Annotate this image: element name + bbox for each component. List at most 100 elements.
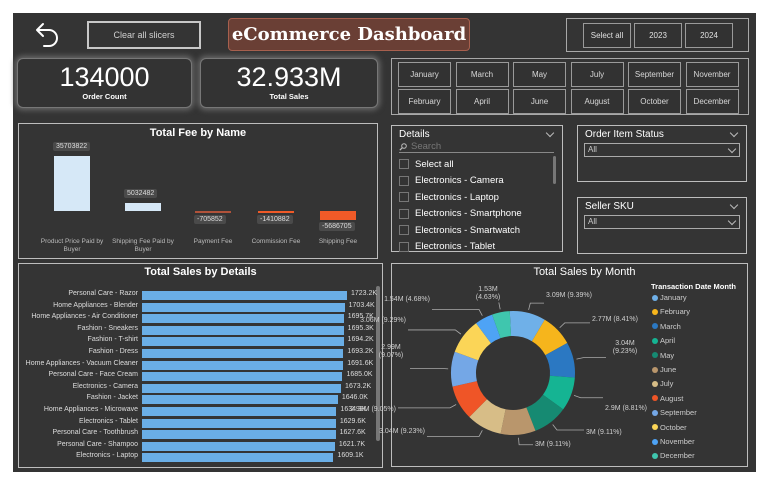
sales-bar[interactable] — [142, 314, 344, 324]
month-button-january[interactable]: January — [398, 62, 451, 87]
y-tick-label: Personal Care - Shampoo — [57, 440, 138, 448]
data-label: 1673.2K — [345, 382, 372, 390]
month-button-march[interactable]: March — [455, 62, 509, 87]
sales-bar[interactable] — [142, 430, 336, 440]
checkbox[interactable] — [399, 159, 409, 169]
donut-slice-april[interactable] — [542, 375, 575, 410]
checkbox[interactable] — [399, 192, 409, 202]
month-button-november[interactable]: November — [685, 62, 739, 87]
data-label: -705852 — [194, 215, 226, 224]
donut-slice-september[interactable] — [451, 351, 479, 387]
donut-slice-february[interactable] — [531, 319, 568, 356]
slicer-title: Seller SKU — [585, 201, 634, 212]
search-placeholder: Search — [411, 141, 442, 152]
legend-item[interactable]: March — [652, 322, 681, 331]
legend-label: February — [660, 307, 691, 317]
checkbox[interactable] — [399, 175, 409, 186]
x-tick-label: Product Price Paid by Buyer — [40, 238, 104, 253]
month-button-december[interactable]: December — [685, 89, 739, 114]
data-label: 5032482 — [124, 189, 158, 199]
sales-bar[interactable] — [142, 383, 342, 393]
month-button-may[interactable]: May — [513, 62, 566, 87]
sales-bar[interactable] — [142, 325, 344, 335]
seller-sku-dropdown[interactable]: All — [584, 215, 740, 229]
sales-bar[interactable] — [142, 302, 345, 312]
month-button-october[interactable]: October — [628, 89, 681, 114]
chart-title: Total Sales by Month — [533, 266, 636, 278]
slicer-list-item[interactable]: Electronics - Smartphone — [399, 206, 522, 222]
sales-bar[interactable] — [142, 453, 334, 463]
checkbox[interactable] — [399, 208, 409, 219]
month-button-august[interactable]: August — [570, 89, 624, 114]
slicer-list-item[interactable]: Select all — [399, 156, 454, 172]
month-button-april[interactable]: April — [455, 89, 509, 114]
order-status-dropdown[interactable]: All — [584, 143, 740, 157]
legend-item[interactable]: July — [652, 379, 673, 388]
x-tick-label: Commission Fee — [251, 238, 301, 245]
search-input[interactable]: Search — [399, 141, 554, 153]
scrollbar[interactable] — [376, 286, 380, 441]
legend-dot-icon — [652, 380, 658, 387]
legend-item[interactable]: January — [652, 293, 687, 302]
fee-bar[interactable] — [258, 211, 294, 214]
year-select-all-button[interactable]: Select all — [583, 23, 631, 48]
donut-slice-july[interactable] — [469, 399, 506, 434]
donut-slice-january[interactable] — [509, 311, 545, 342]
donut-slice-november[interactable] — [476, 314, 501, 344]
donut-slice-october[interactable] — [454, 323, 491, 361]
month-button-february[interactable]: February — [398, 89, 451, 114]
sales-bar[interactable] — [142, 441, 335, 451]
sales-bar[interactable] — [142, 395, 338, 405]
legend-item[interactable]: May — [652, 351, 674, 360]
leader-line — [398, 404, 457, 409]
donut-slice-december[interactable] — [492, 311, 512, 339]
sales-bar[interactable] — [142, 372, 343, 382]
slicer-list-item[interactable]: Electronics - Camera — [399, 173, 504, 189]
back-button[interactable] — [31, 21, 63, 53]
data-label: 1621.7K — [338, 440, 366, 448]
fee-bar[interactable] — [195, 211, 231, 213]
legend-dot-icon — [652, 308, 658, 315]
donut-slice-may[interactable] — [526, 394, 564, 431]
fee-bar[interactable] — [125, 203, 161, 211]
legend-item[interactable]: June — [652, 365, 676, 374]
x-tick-label: Shipping Fee — [318, 238, 358, 245]
y-tick-label: Personal Care - Face Cream — [48, 371, 138, 379]
legend-item[interactable]: September — [652, 408, 697, 417]
month-button-september[interactable]: September — [628, 62, 681, 87]
slicer-list-item[interactable]: Electronics - Laptop — [399, 189, 499, 205]
legend-item[interactable]: October — [652, 423, 687, 432]
clear-all-slicers-button[interactable]: Clear all slicers — [87, 21, 201, 49]
y-tick-label: Electronics - Tablet — [78, 417, 138, 425]
fee-bar[interactable] — [320, 211, 356, 220]
undo-arrow-icon — [36, 23, 58, 47]
legend-item[interactable]: February — [652, 307, 690, 316]
data-label: 3.06M (9.29%) — [360, 317, 406, 324]
checkbox[interactable] — [399, 241, 409, 252]
month-button-june[interactable]: June — [513, 89, 566, 114]
legend-item[interactable]: August — [652, 394, 683, 403]
year-2023-button[interactable]: 2023 — [634, 23, 682, 48]
scrollbar[interactable] — [553, 156, 556, 184]
sales-bar[interactable] — [142, 349, 344, 358]
sales-bar[interactable] — [142, 418, 336, 428]
slicer-list-item[interactable]: Electronics - Tablet — [399, 239, 495, 255]
year-2024-button[interactable]: 2024 — [685, 23, 733, 48]
legend-dot-icon — [652, 395, 658, 402]
sales-bar[interactable] — [142, 407, 337, 416]
legend-item[interactable]: December — [652, 451, 695, 460]
kpi-value: 32.933M — [236, 62, 342, 92]
donut-slice-march[interactable] — [545, 342, 575, 378]
donut-slice-august[interactable] — [452, 381, 487, 418]
legend-label: November — [660, 437, 695, 446]
month-button-july[interactable]: July — [570, 62, 624, 87]
slicer-list-item[interactable]: Electronics - Smartwatch — [399, 222, 520, 238]
sales-bar[interactable] — [142, 360, 344, 370]
legend-item[interactable]: November — [652, 437, 695, 446]
donut-slice-june[interactable] — [500, 407, 536, 435]
fee-bar[interactable] — [54, 156, 90, 211]
checkbox[interactable] — [399, 225, 409, 235]
sales-bar[interactable] — [142, 291, 347, 300]
legend-item[interactable]: April — [652, 336, 675, 345]
sales-bar[interactable] — [142, 337, 344, 347]
